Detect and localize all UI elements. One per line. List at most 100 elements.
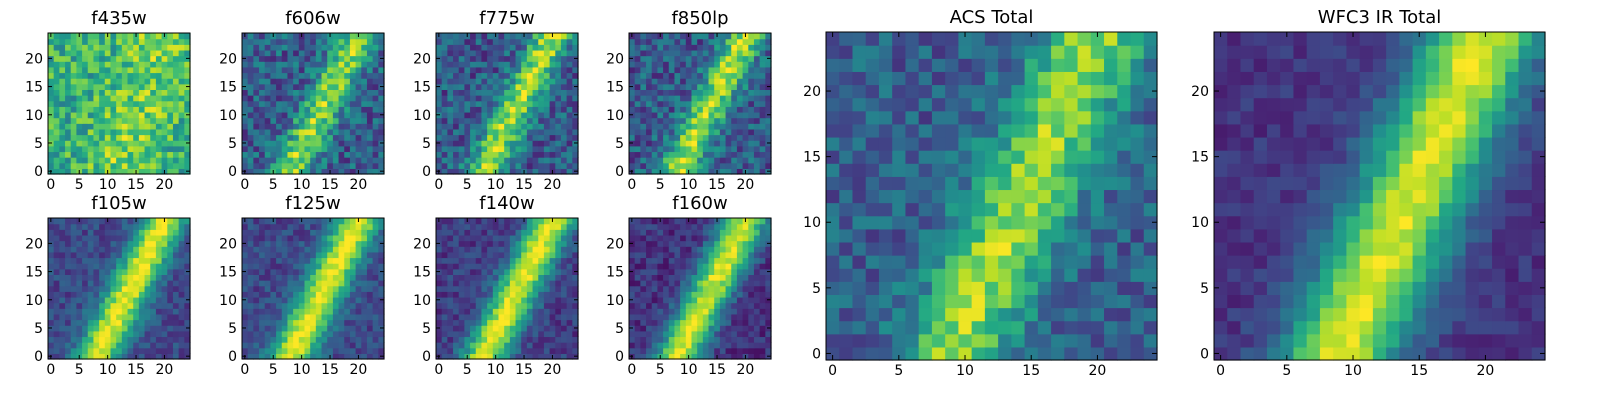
heatmap-cell <box>453 240 460 247</box>
heatmap-cell <box>436 302 443 309</box>
heatmap-cell <box>572 313 579 321</box>
heatmap-cell <box>685 342 693 349</box>
heatmap-cell <box>759 347 766 354</box>
heatmap-cell <box>560 134 568 141</box>
heatmap-cell <box>293 268 300 275</box>
heatmap-cell <box>247 157 254 164</box>
heatmap-cell <box>543 83 551 90</box>
heatmap-cell <box>629 128 636 136</box>
heatmap-cell <box>349 296 357 304</box>
heatmap-cell <box>702 55 710 62</box>
heatmap-cell <box>526 325 534 332</box>
heatmap-cell <box>338 117 345 124</box>
heatmap-cell <box>344 157 351 164</box>
heatmap-cell <box>498 285 505 292</box>
heatmap-cell <box>76 263 83 270</box>
x-tick-label: 20 <box>350 177 368 193</box>
heatmap-cell <box>492 330 500 338</box>
heatmap-cell <box>315 313 323 321</box>
heatmap-cell <box>93 330 100 338</box>
heatmap-cell <box>566 61 573 68</box>
heatmap-cell <box>436 313 443 321</box>
heatmap-cell <box>498 229 505 236</box>
heatmap-cell <box>293 151 300 158</box>
heatmap-cell <box>736 66 744 74</box>
heatmap-cell <box>366 263 374 270</box>
heatmap-cell <box>378 302 385 309</box>
heatmap-cell <box>481 151 488 158</box>
heatmap-cell <box>560 330 568 338</box>
heatmap-cell <box>253 280 260 287</box>
heatmap-cell <box>697 95 704 102</box>
heatmap-cell <box>298 106 306 113</box>
heatmap-cell <box>93 246 100 253</box>
heatmap-cell <box>184 134 191 141</box>
heatmap-cell <box>372 123 379 130</box>
heatmap-cell <box>59 95 66 102</box>
heatmap-cell <box>378 89 385 96</box>
heatmap-cell <box>361 33 368 40</box>
heatmap-cell <box>765 157 772 164</box>
heatmap-cell <box>492 117 500 124</box>
heatmap-cell <box>378 285 385 292</box>
heatmap-cell <box>657 291 664 298</box>
heatmap-cell <box>498 302 505 309</box>
heatmap-cell <box>691 313 698 321</box>
heatmap-cell <box>436 100 443 107</box>
heatmap-cell <box>719 123 727 130</box>
heatmap-cell <box>668 308 676 315</box>
heatmap-cell <box>287 246 294 253</box>
heatmap-cell <box>634 117 641 124</box>
heatmap-cells <box>436 33 579 175</box>
heatmap-cell <box>70 117 77 124</box>
heatmap-cell <box>121 319 129 326</box>
heatmap-cell <box>532 274 539 281</box>
heatmap-cell <box>247 89 254 96</box>
heatmap-cell <box>492 61 500 68</box>
heatmap-cell <box>378 347 385 354</box>
heatmap-cell <box>293 246 300 253</box>
heatmap-cell <box>436 145 443 153</box>
heatmap-cell <box>566 234 573 242</box>
heatmap-cell <box>651 162 658 169</box>
heatmap-cell <box>99 61 106 68</box>
heatmap-cell <box>560 336 568 343</box>
heatmap-cell <box>116 128 123 136</box>
heatmap-cell <box>276 61 283 68</box>
heatmap-cell <box>127 218 134 225</box>
heatmap-cell <box>349 336 357 343</box>
heatmap-cell <box>668 145 676 153</box>
heatmap-cell <box>651 72 658 79</box>
heatmap-cell <box>708 168 715 175</box>
heatmap-cell <box>133 251 140 259</box>
heatmap-cell <box>504 38 511 45</box>
heatmap-cell <box>276 347 283 354</box>
heatmap-cell <box>65 168 72 175</box>
heatmap-cell <box>441 274 448 281</box>
heatmap-cell <box>668 162 676 169</box>
heatmap-cell <box>555 100 562 107</box>
heatmap-cell <box>270 347 277 354</box>
heatmap-cell <box>121 140 129 147</box>
heatmap-cell <box>532 89 539 96</box>
heatmap-cell <box>259 78 266 85</box>
heatmap-cell <box>104 234 112 242</box>
heatmap-cell <box>48 229 55 236</box>
heatmap-cell <box>167 342 174 349</box>
heatmap-cell <box>349 263 357 270</box>
heatmap-cell <box>475 157 483 164</box>
heatmap-cell <box>48 128 55 136</box>
heatmap-cell <box>270 78 277 85</box>
heatmap-cell <box>138 106 146 113</box>
heatmap-cell <box>560 319 568 326</box>
heatmap-cell <box>276 268 283 275</box>
heatmap-cell <box>70 162 77 169</box>
heatmap-cell <box>344 285 351 292</box>
heatmap-cell <box>566 263 573 270</box>
heatmap-cell <box>310 38 317 45</box>
heatmap-cell <box>332 140 340 147</box>
heatmap-cell <box>167 234 174 242</box>
heatmap-cells <box>242 218 385 360</box>
heatmap-cell <box>447 123 454 130</box>
heatmap-cell <box>259 44 266 51</box>
